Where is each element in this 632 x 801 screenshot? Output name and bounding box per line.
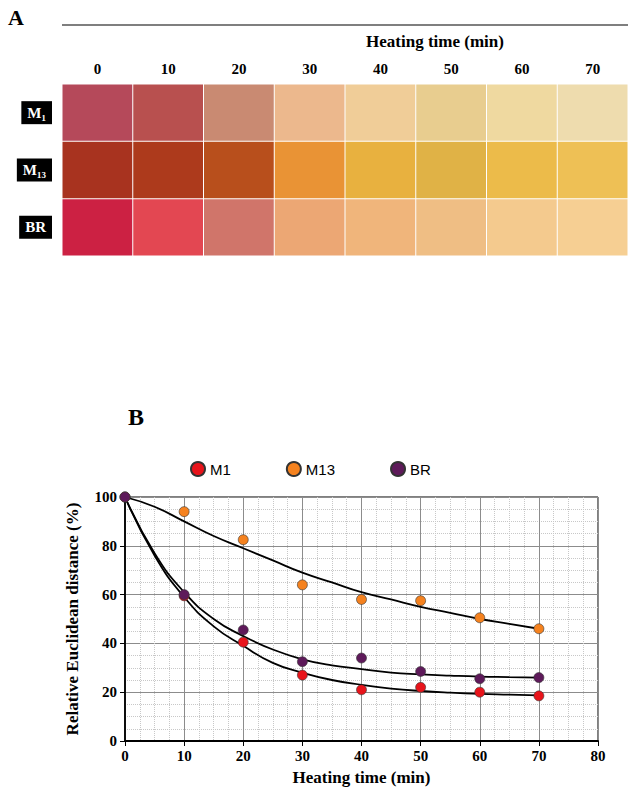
svg-text:80: 80 (102, 538, 117, 554)
svg-text:0: 0 (94, 61, 102, 77)
svg-text:20: 20 (102, 684, 117, 700)
svg-text:10: 10 (161, 61, 176, 77)
svg-text:M₁₃: M₁₃ (23, 162, 47, 178)
svg-text:10: 10 (177, 748, 192, 764)
svg-text:30: 30 (295, 748, 310, 764)
svg-text:0: 0 (121, 748, 129, 764)
svg-text:60: 60 (102, 587, 117, 603)
svg-text:40: 40 (373, 61, 388, 77)
svg-text:A: A (8, 5, 24, 30)
svg-text:50: 50 (444, 61, 459, 77)
svg-text:Heating time (min): Heating time (min) (293, 768, 431, 787)
svg-text:80: 80 (591, 748, 606, 764)
svg-text:BR: BR (410, 461, 431, 478)
svg-text:30: 30 (302, 61, 317, 77)
svg-text:60: 60 (472, 748, 487, 764)
svg-text:M13: M13 (306, 461, 335, 478)
svg-text:Heating time (min): Heating time (min) (366, 32, 504, 51)
svg-text:BR: BR (25, 219, 46, 235)
svg-text:M₁: M₁ (27, 105, 46, 121)
svg-text:50: 50 (413, 748, 428, 764)
svg-text:100: 100 (95, 489, 118, 505)
svg-text:0: 0 (110, 733, 118, 749)
svg-text:20: 20 (231, 61, 246, 77)
svg-text:40: 40 (354, 748, 369, 764)
svg-text:40: 40 (102, 635, 117, 651)
svg-text:70: 70 (531, 748, 546, 764)
svg-text:60: 60 (514, 61, 529, 77)
svg-text:B: B (128, 404, 144, 430)
svg-text:20: 20 (236, 748, 251, 764)
svg-text:M1: M1 (210, 461, 231, 478)
svg-text:Relative Euclidean distance (%: Relative Euclidean distance (%) (63, 503, 82, 736)
svg-text:70: 70 (585, 61, 600, 77)
